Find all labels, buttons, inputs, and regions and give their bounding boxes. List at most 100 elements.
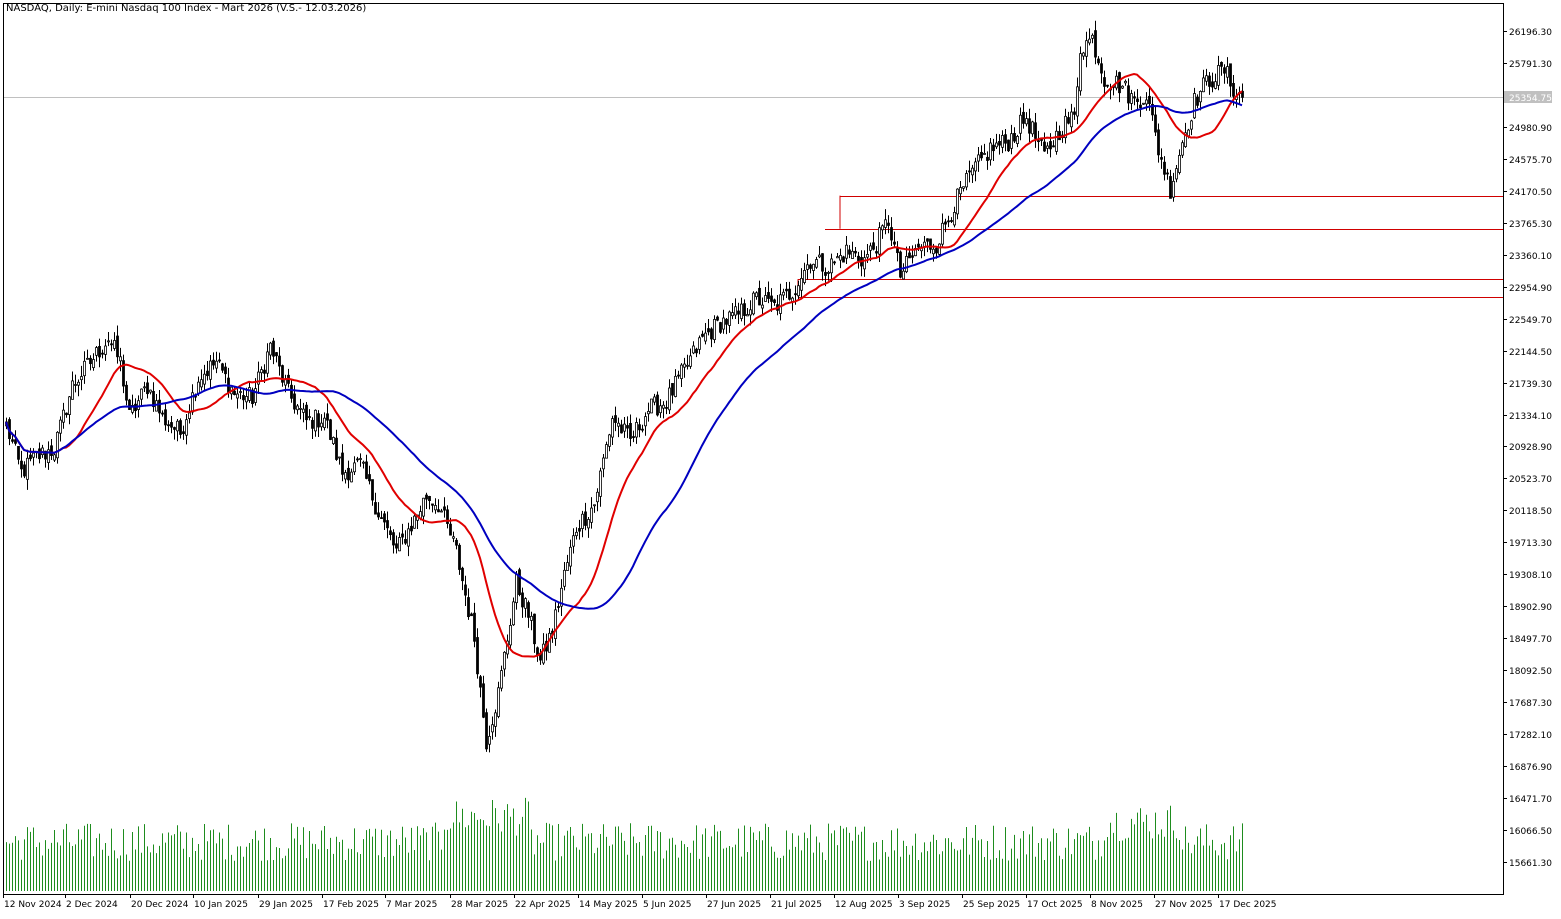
candle-down — [65, 412, 68, 416]
x-tick-label: 17 Dec 2025 — [1219, 900, 1277, 910]
candle-up — [1082, 52, 1085, 57]
candle-up — [902, 270, 905, 280]
candle-down — [821, 253, 824, 272]
candle-up — [302, 408, 305, 413]
candle-up — [659, 405, 662, 414]
moving-averages — [5, 72, 1243, 658]
candle-up — [815, 259, 818, 268]
candle-up — [1010, 133, 1013, 149]
candle-up — [602, 457, 605, 470]
candle-down — [578, 528, 581, 532]
candle-up — [1175, 168, 1178, 180]
candle-down — [773, 299, 776, 304]
candle-down — [425, 494, 428, 500]
candle-up — [257, 371, 260, 385]
candle-up — [689, 355, 692, 367]
candle-up — [1085, 40, 1088, 57]
candle-up — [59, 419, 62, 434]
candle-down — [476, 637, 479, 675]
candle-up — [674, 375, 677, 397]
candle-up — [338, 456, 341, 459]
candle-down — [629, 423, 632, 439]
candle-down — [101, 352, 104, 355]
y-tick-label: 24980.90 — [1509, 124, 1552, 134]
candle-down — [371, 479, 374, 501]
candle-up — [308, 416, 311, 418]
candle-up — [818, 254, 821, 258]
y-tick-label: 18902.90 — [1509, 603, 1552, 613]
candle-up — [314, 409, 317, 432]
candle-up — [239, 391, 242, 393]
x-tick-label: 12 Nov 2024 — [4, 900, 62, 910]
candle-down — [1139, 104, 1142, 109]
candle-down — [854, 250, 857, 254]
candle-down — [1154, 114, 1157, 133]
y-tick-label: 17687.30 — [1509, 699, 1552, 709]
candle-down — [278, 355, 281, 367]
candle-up — [350, 471, 353, 483]
candle-up — [953, 212, 956, 226]
candle-down — [1166, 172, 1169, 175]
candle-down — [365, 461, 368, 479]
x-tick-label: 10 Jan 2025 — [194, 900, 248, 910]
candle-down — [1127, 85, 1130, 104]
candle-down — [677, 374, 680, 377]
candle-down — [1094, 30, 1097, 58]
candle-down — [737, 310, 740, 315]
candle-down — [386, 520, 389, 529]
candle-down — [263, 369, 266, 374]
candle-up — [1193, 93, 1196, 119]
candle-down — [518, 569, 521, 595]
candle-up — [692, 345, 695, 354]
candle-up — [434, 505, 437, 511]
candle-down — [122, 360, 125, 387]
candle-down — [1097, 58, 1100, 64]
candle-down — [917, 243, 920, 248]
candle-down — [1058, 131, 1061, 141]
candle-down — [911, 255, 914, 258]
candle-up — [797, 285, 800, 297]
candle-down — [389, 530, 392, 536]
candle-down — [167, 424, 170, 427]
candle-down — [455, 539, 458, 546]
candle-down — [170, 422, 173, 428]
y-tick-label: 23360.10 — [1509, 252, 1552, 262]
candle-down — [899, 251, 902, 278]
price-tag — [1504, 91, 1552, 103]
candle-up — [119, 356, 122, 362]
x-tick-label: 14 May 2025 — [579, 900, 638, 910]
candle-up — [596, 491, 599, 503]
candle-up — [215, 360, 218, 369]
candle-up — [680, 364, 683, 379]
y-tick-label: 18497.70 — [1509, 635, 1552, 645]
candle-up — [1019, 114, 1022, 134]
candle-up — [605, 444, 608, 459]
candle-up — [593, 504, 596, 507]
candle-up — [668, 387, 671, 411]
candle-up — [512, 601, 515, 626]
candle-down — [842, 256, 845, 263]
candle-down — [482, 683, 485, 718]
candle-down — [875, 251, 878, 254]
candle-down — [431, 503, 434, 506]
candle-up — [209, 360, 212, 380]
candle-down — [1073, 111, 1076, 115]
candle-up — [542, 643, 545, 664]
candle-down — [701, 333, 704, 337]
candle-up — [248, 387, 251, 401]
candle-down — [1103, 77, 1106, 87]
candle-up — [500, 670, 503, 689]
candle-down — [1022, 111, 1025, 124]
y-tick-label: 23765.30 — [1509, 220, 1552, 230]
plot-frame — [3, 3, 1504, 895]
candle-down — [473, 612, 476, 642]
candle-up — [83, 360, 86, 377]
candle-down — [1148, 95, 1151, 104]
candle-down — [641, 428, 644, 431]
y-tick-label: 22954.90 — [1509, 284, 1552, 294]
candle-down — [50, 445, 53, 456]
candle-down — [1223, 67, 1226, 74]
candle-up — [905, 255, 908, 273]
candle-up — [1076, 86, 1079, 117]
